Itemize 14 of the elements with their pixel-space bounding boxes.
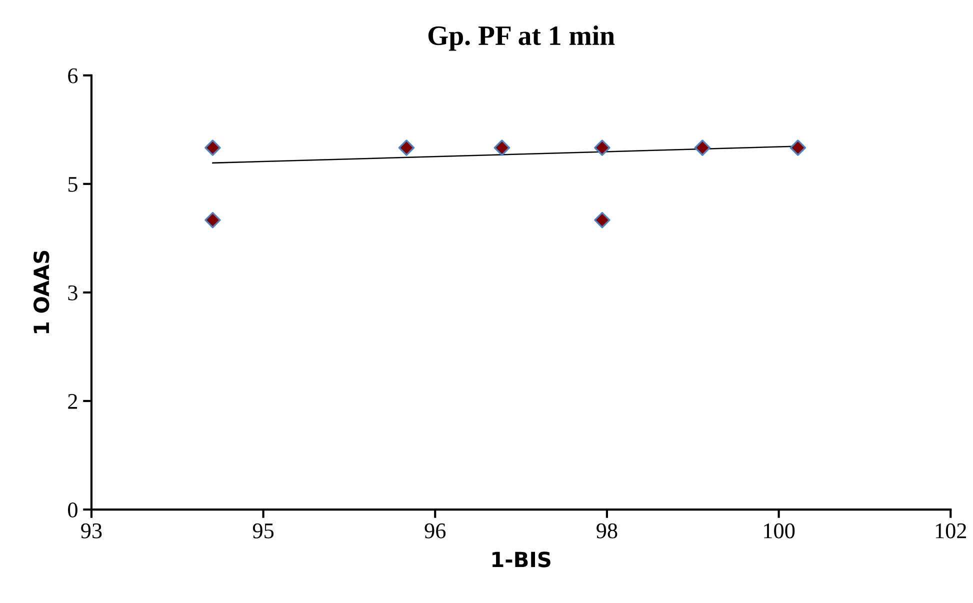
y-tick-label: 2	[68, 394, 78, 409]
y-axis-title: 1 OAAS	[33, 250, 50, 334]
x-tick-label: 96	[424, 523, 446, 538]
x-tick-label: 93	[81, 523, 102, 538]
x-tick-label: 95	[252, 523, 274, 538]
x-tick-label: 100	[764, 523, 795, 538]
y-tick-label: 5	[68, 177, 78, 192]
y-tick-label: 3	[68, 285, 78, 300]
y-tick-label: 0	[68, 502, 78, 518]
chart-title: Gp. PF at 1 min	[428, 26, 615, 51]
x-tick-label: 102	[936, 523, 966, 538]
x-axis-title: 1-BIS	[492, 552, 550, 568]
x-tick-label: 98	[596, 523, 618, 538]
y-tick-label: 6	[68, 68, 78, 84]
